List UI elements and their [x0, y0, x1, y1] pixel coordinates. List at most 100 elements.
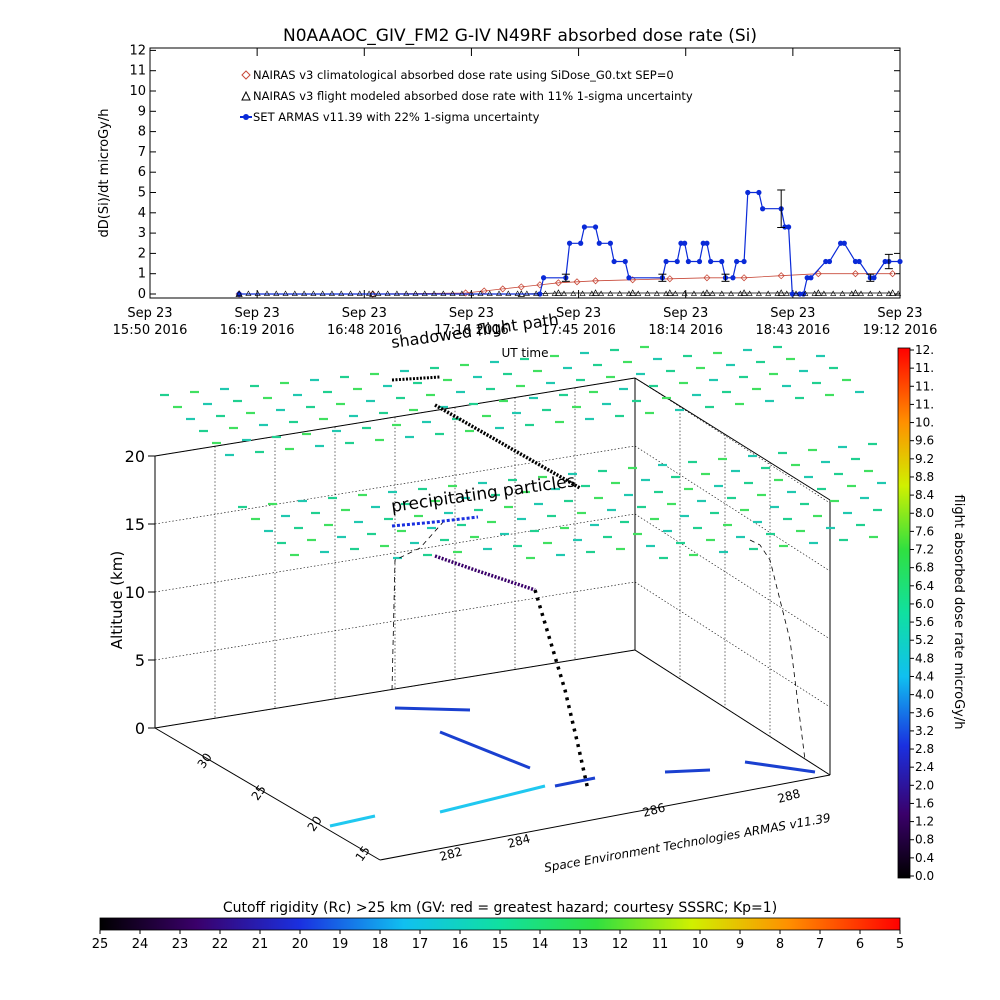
- floor-front: [379, 774, 831, 861]
- rigidity-tick-label: 19: [332, 937, 349, 952]
- nairas-flight-point: [858, 290, 865, 296]
- rigidity-tick-label: 8: [776, 937, 784, 952]
- nairas-flight-point: [591, 289, 600, 296]
- nairas-flight-point: [328, 290, 335, 296]
- z-tick-label: 5: [135, 651, 145, 670]
- ground-track: [329, 519, 816, 828]
- rigidity-tick-label: 11: [652, 937, 669, 952]
- y-tick-label: 12: [129, 43, 146, 58]
- nairas-flight-point: [700, 290, 707, 296]
- nairas-flight-point: [774, 290, 781, 296]
- nairas-flight-point: [598, 290, 605, 296]
- dose-tick-label: 7.2: [915, 543, 934, 557]
- z-tick-label: 20: [125, 447, 145, 466]
- nairas-flight-point: [263, 290, 270, 296]
- nairas-flight-point: [347, 290, 354, 296]
- nairas-flight-point: [802, 290, 809, 296]
- dose-tick-label: 2.8: [915, 742, 934, 756]
- nairas-flight-point: [245, 290, 252, 296]
- grid-line: [634, 445, 831, 572]
- rigidity-colorbar-bar: [99, 917, 901, 931]
- nairas-flight-point: [477, 290, 484, 296]
- nairas-flight-point: [579, 290, 586, 296]
- nairas-clim-point: [573, 278, 581, 286]
- grid-line: [634, 649, 831, 776]
- dose-tick-label: 0.4: [915, 851, 934, 865]
- rigidity-tick-label: 15: [492, 937, 509, 952]
- z-tick-label: 0: [135, 719, 145, 738]
- shadow-profile: [749, 539, 806, 761]
- armas-point: [596, 240, 602, 246]
- dose-tick-label: 12.: [915, 343, 934, 357]
- armas-point: [566, 240, 573, 246]
- annotation-precipitating-particles: precipitating particles: [390, 471, 577, 517]
- ground-track-segment: [744, 760, 816, 774]
- flight-path-segment: [391, 515, 479, 528]
- dose-tick-label: 9.6: [915, 434, 934, 448]
- nairas-flight-point: [496, 290, 503, 296]
- nairas-clim-point: [536, 281, 544, 289]
- armas-point: [678, 240, 684, 246]
- nairas-flight-point: [653, 290, 660, 296]
- x-tick-label-date: Sep 23: [663, 306, 708, 321]
- grid-line: [154, 445, 636, 525]
- nairas-clim-point: [517, 283, 525, 291]
- dose-tick-label: 4.4: [915, 669, 934, 683]
- rigidity-tick-label: 10: [692, 937, 709, 952]
- y-tick-label: 9: [138, 104, 146, 119]
- armas-point: [611, 258, 617, 265]
- lon-tick-label: 286: [641, 800, 667, 819]
- nairas-flight-point: [301, 290, 308, 296]
- armas-point: [760, 206, 766, 212]
- y-tick-label: 11: [129, 64, 146, 79]
- nairas-flight-point: [431, 290, 438, 296]
- rigidity-tick-label: 23: [172, 937, 189, 952]
- x-tick-label-time: 16:19 2016: [220, 323, 295, 338]
- nairas-flight-point: [468, 290, 475, 296]
- dose-tick-label: 1.6: [915, 796, 934, 810]
- x-axis-label: UT time: [501, 346, 548, 360]
- nairas-flight-point: [282, 290, 289, 296]
- nairas-flight-point: [273, 290, 280, 296]
- dose-tick-label: 5.2: [915, 633, 934, 647]
- grid-line: [154, 581, 636, 661]
- y-tick-label: 7: [138, 145, 146, 160]
- dose-tick-label: 11.: [915, 361, 934, 375]
- nairas-flight-point: [839, 290, 846, 296]
- ground-track-segment: [439, 784, 546, 814]
- x-tick-label-time: 17:45 2016: [541, 323, 616, 338]
- nairas-flight-point: [588, 290, 595, 296]
- armas-point: [841, 240, 847, 246]
- armas-point: [897, 258, 903, 265]
- dose-colorbar-ticks: 0.0 0.4 0.8 1.2 1.6 2.0 2.4 2.8 3.2 3.6 4.0 4.4 4.8 5…: [910, 343, 934, 883]
- legend-label: NAIRAS v3 flight modeled absorbed dose r…: [253, 89, 693, 103]
- nairas-flight-point: [236, 290, 243, 296]
- nairas-flight-point: [616, 290, 623, 296]
- armas-point: [674, 258, 680, 265]
- armas-point: [804, 275, 810, 281]
- rigidity-colorbar-ticks: 25 24 23 22 21 20 19 18 17 16 15 14 13 12 11 10 9 8 7 6 5: [92, 930, 904, 952]
- lon-tick-label: 288: [776, 786, 802, 805]
- dose-colorbar-label: flight absorbed dose rate microGy/h: [951, 495, 966, 730]
- nairas-flight-point: [718, 290, 725, 296]
- nairas-clim-point: [777, 272, 785, 280]
- nairas-flight-point: [820, 290, 827, 296]
- lat-tick-label: 15: [353, 843, 373, 864]
- nairas-flight-point: [811, 290, 818, 296]
- armas-point: [682, 240, 688, 246]
- nairas-clim-point: [851, 270, 860, 278]
- nairas-flight-point: [607, 290, 614, 296]
- rigidity-tick-label: 20: [292, 937, 309, 952]
- dose-tick-label: 4.0: [915, 688, 934, 702]
- grid-line: [634, 513, 831, 640]
- nairas-clim-point: [480, 287, 488, 295]
- altitude-axis-label: Altitude (km): [108, 551, 126, 649]
- rigidity-tick-label: 5: [896, 937, 904, 952]
- nairas-flight-point: [440, 290, 447, 296]
- nairas-flight-point: [412, 290, 419, 296]
- grid-line: [154, 649, 636, 729]
